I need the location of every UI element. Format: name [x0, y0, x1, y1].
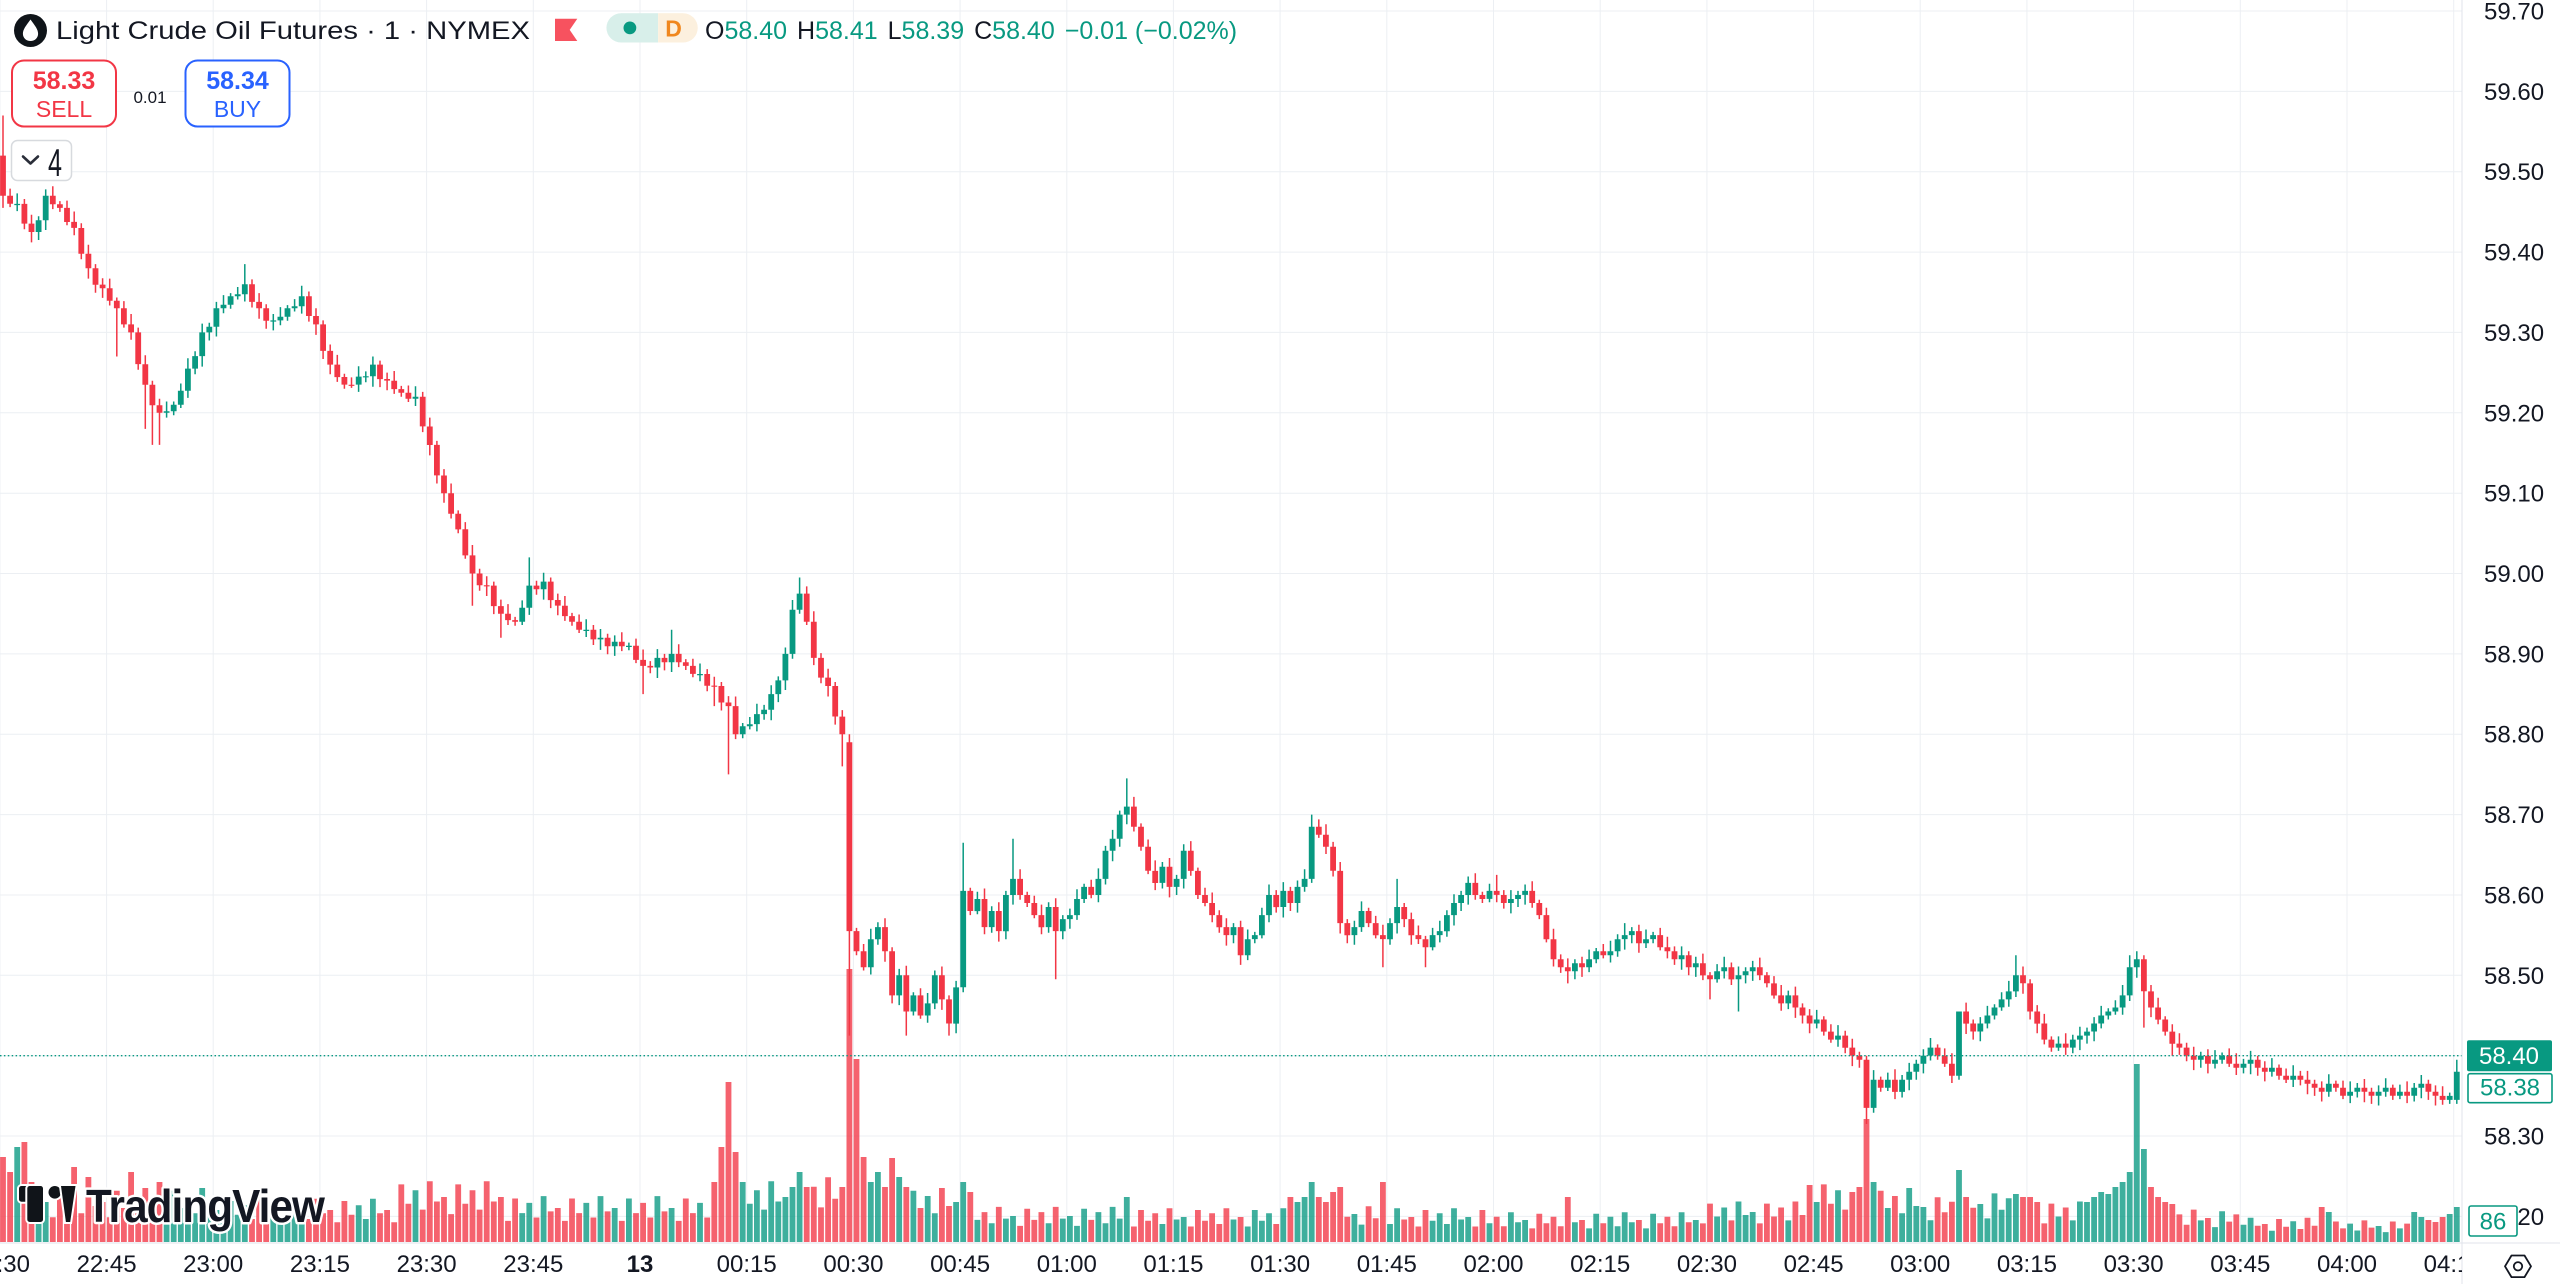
svg-text:58.90: 58.90 — [2484, 641, 2544, 668]
svg-text:02:30: 02:30 — [1677, 1251, 1737, 1278]
svg-text:0.01: 0.01 — [133, 88, 166, 107]
svg-text:59.30: 59.30 — [2484, 320, 2544, 347]
svg-text:01:15: 01:15 — [1143, 1251, 1203, 1278]
svg-text:01:45: 01:45 — [1357, 1251, 1417, 1278]
svg-text:59.70: 59.70 — [2484, 0, 2544, 26]
svg-text:04:15: 04:15 — [2424, 1251, 2484, 1278]
svg-text:00:15: 00:15 — [717, 1251, 777, 1278]
svg-text:04:00: 04:00 — [2317, 1251, 2377, 1278]
svg-text:01:30: 01:30 — [1250, 1251, 1310, 1278]
svg-text:01:00: 01:00 — [1037, 1251, 1097, 1278]
svg-text:02:00: 02:00 — [1463, 1251, 1523, 1278]
svg-text:58.50: 58.50 — [2484, 963, 2544, 990]
svg-text:23:30: 23:30 — [397, 1251, 457, 1278]
svg-text:4: 4 — [48, 142, 62, 185]
svg-text:23:45: 23:45 — [503, 1251, 563, 1278]
svg-text:00:45: 00:45 — [930, 1251, 990, 1278]
svg-text:22:45: 22:45 — [77, 1251, 137, 1278]
svg-text:22:30: 22:30 — [0, 1251, 30, 1278]
svg-text:86: 86 — [2480, 1209, 2507, 1236]
svg-text:59.20: 59.20 — [2484, 400, 2544, 427]
svg-text:00:30: 00:30 — [823, 1251, 883, 1278]
svg-text:03:15: 03:15 — [1997, 1251, 2057, 1278]
svg-text:58.40: 58.40 — [2479, 1043, 2539, 1070]
svg-text:23:15: 23:15 — [290, 1251, 350, 1278]
svg-text:03:30: 03:30 — [2104, 1251, 2164, 1278]
svg-text:58.34: 58.34 — [206, 67, 269, 95]
svg-text:02:15: 02:15 — [1570, 1251, 1630, 1278]
svg-text:58.80: 58.80 — [2484, 722, 2544, 749]
svg-text:02:45: 02:45 — [1784, 1251, 1844, 1278]
svg-text:59.50: 59.50 — [2484, 159, 2544, 186]
svg-text:58.33: 58.33 — [33, 67, 96, 95]
svg-text:58.30: 58.30 — [2484, 1124, 2544, 1151]
svg-text:03:00: 03:00 — [1890, 1251, 1950, 1278]
svg-text:03:45: 03:45 — [2210, 1251, 2270, 1278]
svg-text:D: D — [665, 16, 682, 42]
svg-text:TradingView: TradingView — [86, 1180, 325, 1232]
svg-text:58.38: 58.38 — [2480, 1075, 2540, 1102]
svg-text:BUY: BUY — [214, 96, 261, 122]
svg-text:13: 13 — [627, 1251, 654, 1278]
svg-text:SELL: SELL — [36, 96, 92, 122]
svg-text:58.60: 58.60 — [2484, 883, 2544, 910]
svg-text:59.40: 59.40 — [2484, 240, 2544, 267]
svg-text:23:00: 23:00 — [183, 1251, 243, 1278]
svg-text:59.60: 59.60 — [2484, 79, 2544, 106]
svg-text:58.70: 58.70 — [2484, 802, 2544, 829]
svg-text:Light Crude Oil Futures · 1 ·: Light Crude Oil Futures · 1 · NYMEX — [56, 17, 530, 45]
svg-text:59.00: 59.00 — [2484, 561, 2544, 588]
svg-text:59.10: 59.10 — [2484, 481, 2544, 508]
